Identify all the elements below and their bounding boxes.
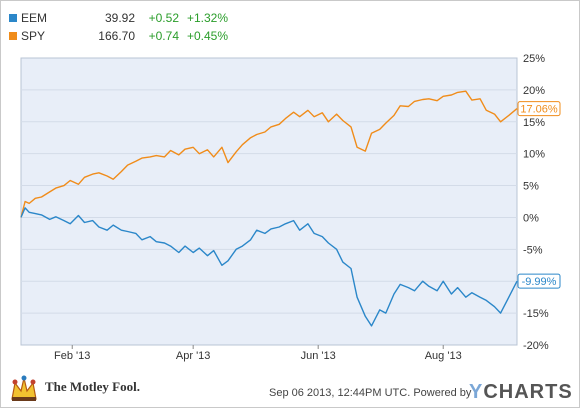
x-tick-label: Jun '13 xyxy=(301,350,336,362)
y-tick-label: 20% xyxy=(523,85,545,97)
y-tick-label: 25% xyxy=(523,53,545,65)
legend-price: 39.92 xyxy=(104,11,135,25)
y-tick-label: 15% xyxy=(523,117,545,129)
end-label-eem: -9.99% xyxy=(522,276,557,288)
timestamp-credit: Sep 06 2013, 12:44PM UTC. Powered by xyxy=(269,387,471,399)
x-tick-label: Aug '13 xyxy=(425,350,462,362)
legend-price: 166.70 xyxy=(98,29,135,43)
x-tick-label: Feb '13 xyxy=(54,350,90,362)
footer: The Motley Fool. Sep 06 2013, 12:44PM UT… xyxy=(1,369,579,407)
ycharts-logo[interactable]: YCHARTS xyxy=(469,381,573,404)
plot-area xyxy=(20,57,518,346)
powered-by-label: Powered by xyxy=(413,387,472,399)
end-label-box-spy xyxy=(517,101,561,117)
line-chart: 25%20%15%10%5%0%-5%-10%-15%-20%Feb '13Ap… xyxy=(20,53,561,362)
motley-fool-logo-text: The Motley Fool. xyxy=(45,379,140,394)
timestamp: Sep 06 2013, 12:44PM UTC. xyxy=(269,387,411,399)
ycharts-logo-text: CHARTS xyxy=(483,381,573,403)
end-label-box-eem xyxy=(517,273,561,289)
motley-fool-logo: The Motley Fool. xyxy=(9,375,149,401)
series-line-spy xyxy=(20,90,518,218)
y-tick-label: -20% xyxy=(523,340,549,352)
legend-percent: +1.32% xyxy=(186,11,228,25)
legend-ticker: EEM xyxy=(21,11,48,25)
y-tick-label: 0% xyxy=(523,212,539,224)
spy-swatch xyxy=(9,32,17,40)
series-line-eem xyxy=(20,207,518,327)
jester-hat-icon xyxy=(11,375,37,401)
end-label-spy: 17.06% xyxy=(520,104,558,116)
y-tick-label: 5% xyxy=(523,181,539,193)
eem-swatch xyxy=(9,14,17,22)
legend-change: +0.52 xyxy=(148,11,179,25)
legend-percent: +0.45% xyxy=(186,29,228,43)
ycharts-logo-y: Y xyxy=(469,381,484,403)
y-tick-label: 10% xyxy=(523,149,545,161)
y-tick-label: -15% xyxy=(523,308,549,320)
y-tick-label: -5% xyxy=(523,244,543,256)
x-tick-label: Apr '13 xyxy=(176,350,211,362)
legend-change: +0.74 xyxy=(148,29,179,43)
legend-ticker: SPY xyxy=(21,29,46,43)
